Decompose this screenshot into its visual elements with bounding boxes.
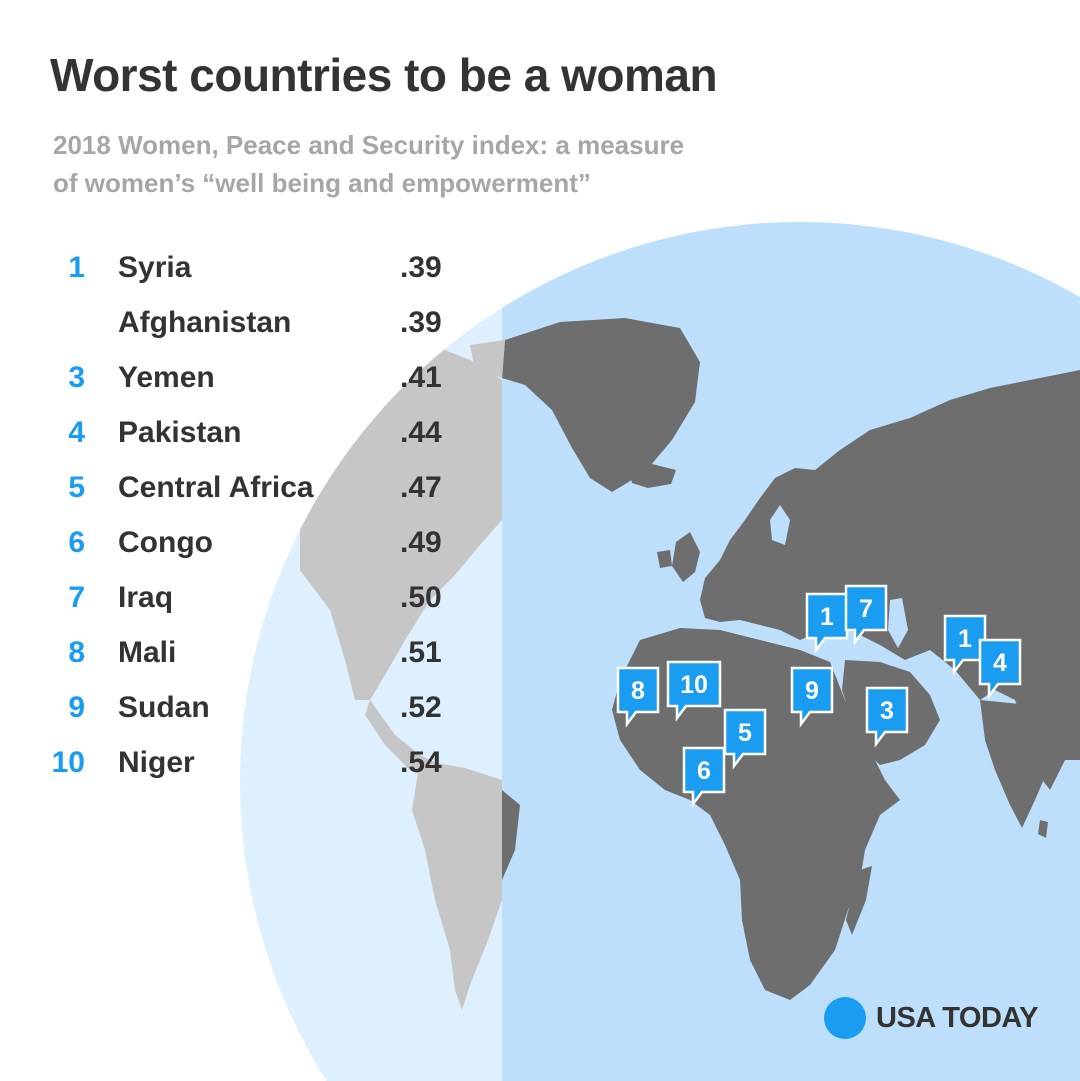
pin-shape <box>682 746 726 808</box>
pin-label: 9 <box>805 677 819 705</box>
subtitle-line-1: 2018 Women, Peace and Security index: a … <box>53 130 685 160</box>
ranking-row: 7 Iraq .50 <box>40 570 480 625</box>
map-pin-central-africa: 5 <box>723 708 767 770</box>
country-name: Congo <box>118 526 213 559</box>
pin-shape <box>978 638 1022 700</box>
scandinavia-gulf <box>770 505 790 545</box>
rank-number: 4 <box>68 416 85 449</box>
greenland-landmass <box>502 318 700 492</box>
pin-shape <box>616 666 660 728</box>
pin-shape <box>943 614 987 676</box>
rank-number: 7 <box>68 581 85 614</box>
country-name: Yemen <box>118 361 215 394</box>
ranking-row: Afghanistan .39 <box>40 295 480 350</box>
ranking-row: 6 Congo .49 <box>40 515 480 570</box>
pin-label: 10 <box>680 671 708 699</box>
madagascar-landmass <box>846 866 872 935</box>
country-name: Syria <box>118 251 192 284</box>
africa-landmass <box>612 628 900 1000</box>
index-score: .51 <box>400 636 442 669</box>
greenland-far-landmass <box>470 340 505 378</box>
south-america-landmass <box>412 760 502 1010</box>
country-name: Afghanistan <box>118 306 292 339</box>
ranking-row: 8 Mali .51 <box>40 625 480 680</box>
index-score: .39 <box>400 251 442 284</box>
index-score: .49 <box>400 526 442 559</box>
south-america-near-landmass <box>502 790 520 880</box>
logo-dot-icon <box>824 997 866 1039</box>
pin-label: 6 <box>697 757 711 785</box>
map-pin-niger: 10 <box>666 660 722 722</box>
pin-shape <box>723 708 767 770</box>
pin-shape <box>666 660 722 722</box>
rank-number: 1 <box>68 251 85 284</box>
sri-lanka-landmass <box>1038 820 1048 838</box>
ranking-row: 5 Central Africa .47 <box>40 460 480 515</box>
pin-label: 1 <box>820 603 834 631</box>
map-pin-yemen: 3 <box>865 686 909 748</box>
pin-shape <box>865 686 909 748</box>
rank-number: 10 <box>51 746 85 779</box>
pin-label: 1 <box>958 625 972 653</box>
ranking-row: 10 Niger .54 <box>40 735 480 790</box>
country-name: Sudan <box>118 691 210 724</box>
central-america-landmass <box>365 700 440 780</box>
index-score: .41 <box>400 361 442 394</box>
ireland-landmass <box>657 550 672 568</box>
pin-shape <box>790 666 834 728</box>
rank-number: 8 <box>68 636 85 669</box>
rank-number: 3 <box>68 361 85 394</box>
country-name: Niger <box>118 746 195 779</box>
subtitle: 2018 Women, Peace and Security index: a … <box>53 126 684 202</box>
country-name: Iraq <box>118 581 174 614</box>
usa-today-logo: USA TODAY <box>824 996 1039 1040</box>
pin-label: 4 <box>993 649 1007 677</box>
pin-label: 8 <box>631 677 645 705</box>
map-pin-sudan: 9 <box>790 666 834 728</box>
uk-landmass <box>672 532 700 582</box>
subtitle-line-2: of women’s “well being and empowerment” <box>53 168 591 198</box>
ranking-row: 1 Syria .39 <box>40 240 480 295</box>
pin-label: 7 <box>859 595 873 623</box>
iceland-landmass <box>630 464 676 488</box>
ranking-list: 1 Syria .39 Afghanistan .39 3 Yemen .41 … <box>40 240 480 790</box>
index-score: .50 <box>400 581 442 614</box>
map-pin-afghanistan: 1 <box>943 614 987 676</box>
index-score: .44 <box>400 416 442 449</box>
ranking-row: 9 Sudan .52 <box>40 680 480 735</box>
map-pin-congo: 6 <box>682 746 726 808</box>
rank-number: 6 <box>68 526 85 559</box>
country-name: Mali <box>118 636 177 669</box>
caspian-sea <box>888 598 908 648</box>
pin-label: 3 <box>880 697 894 725</box>
ranking-row: 3 Yemen .41 <box>40 350 480 405</box>
country-name: Central Africa <box>118 471 314 504</box>
country-name: Pakistan <box>118 416 242 449</box>
rank-number: 9 <box>68 691 85 724</box>
logo-text: USA TODAY <box>876 1001 1039 1034</box>
map-pin-mali: 8 <box>616 666 660 728</box>
index-score: .47 <box>400 471 442 504</box>
map-pin-iraq: 7 <box>844 584 888 646</box>
pin-label: 5 <box>738 719 752 747</box>
ranking-row: 4 Pakistan .44 <box>40 405 480 460</box>
index-score: .39 <box>400 306 442 339</box>
index-score: .54 <box>400 746 442 779</box>
page-title: Worst countries to be a woman <box>50 49 718 101</box>
india-landmass <box>980 700 1060 828</box>
index-score: .52 <box>400 691 442 724</box>
rank-number: 5 <box>68 471 85 504</box>
pin-shape <box>844 584 888 646</box>
map-pin-pakistan: 4 <box>978 638 1022 700</box>
